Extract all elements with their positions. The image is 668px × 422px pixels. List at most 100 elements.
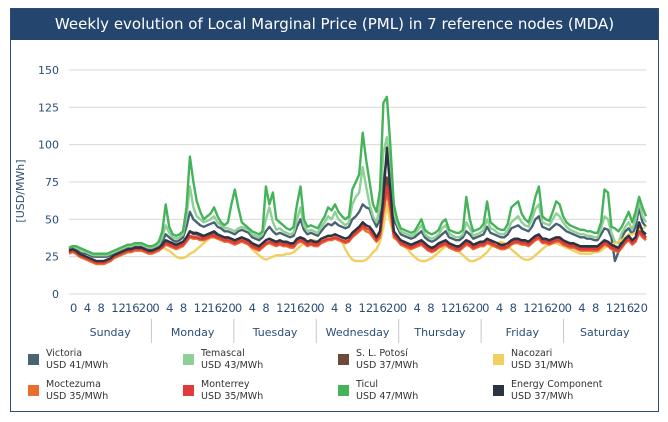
y-tick-label: 100 bbox=[38, 139, 59, 152]
x-hour-tick-label: 20 bbox=[468, 301, 483, 315]
legend-item[interactable]: Ticul USD 47/MWh bbox=[338, 379, 488, 405]
y-tick-label: 125 bbox=[38, 101, 59, 114]
series-lines bbox=[68, 95, 648, 266]
legend-item[interactable]: Temascal USD 43/MWh bbox=[183, 348, 333, 374]
chart-title: Weekly evolution of Local Marginal Price… bbox=[11, 9, 658, 40]
x-day-label: Saturday bbox=[580, 326, 630, 339]
x-hour-tick-label: 20 bbox=[551, 301, 566, 315]
legend-item[interactable]: Victoria USD 41/MWh bbox=[28, 348, 178, 374]
x-hour-tick-label: 4 bbox=[496, 301, 503, 315]
y-tick-label: 25 bbox=[45, 251, 59, 264]
x-day-label: Monday bbox=[171, 326, 215, 339]
chart-frame: Weekly evolution of Local Marginal Price… bbox=[10, 8, 659, 412]
x-hour-tick-label: 8 bbox=[345, 301, 352, 315]
x-hour-tick-label: 0 bbox=[400, 301, 407, 315]
x-hour-tick-label: 16 bbox=[537, 301, 552, 315]
legend-series-value: USD 37/MWh bbox=[511, 391, 574, 402]
legend-swatch bbox=[28, 385, 39, 396]
x-hour-tick-label: 4 bbox=[84, 301, 91, 315]
x-hour-tick-label: 16 bbox=[125, 301, 140, 315]
y-axis-ticks: 0 25 50 75 100 125 150 bbox=[38, 64, 59, 301]
legend-series-value: USD 37/MWh bbox=[356, 360, 419, 371]
x-hour-tick-label: 8 bbox=[427, 301, 434, 315]
legend-swatch bbox=[493, 385, 504, 396]
series-line-temascal bbox=[68, 135, 648, 257]
legend-series-value: USD 47/MWh bbox=[356, 391, 419, 402]
legend-series-value: USD 43/MWh bbox=[201, 360, 264, 371]
x-hour-tick-label: 16 bbox=[455, 301, 470, 315]
x-hour-tick-label: 8 bbox=[180, 301, 187, 315]
x-hour-tick-label: 0 bbox=[482, 301, 489, 315]
x-hour-tick-label: 12 bbox=[523, 301, 538, 315]
x-hour-tick-label: 8 bbox=[592, 301, 599, 315]
x-hour-tick-label: 16 bbox=[620, 301, 635, 315]
y-tick-label: 75 bbox=[45, 176, 59, 189]
x-hour-tick-label: 12 bbox=[194, 301, 209, 315]
y-tick-label: 150 bbox=[38, 64, 59, 77]
series-line-victoria bbox=[68, 155, 647, 263]
x-hour-tick-label: 16 bbox=[207, 301, 222, 315]
legend-series-name: Temascal bbox=[201, 348, 245, 359]
x-hour-tick-label: 8 bbox=[510, 301, 517, 315]
x-hour-tick-label: 12 bbox=[359, 301, 374, 315]
x-day-label: Friday bbox=[506, 326, 540, 339]
x-hour-tick-label: 0 bbox=[565, 301, 572, 315]
x-hour-tick-label: 20 bbox=[221, 301, 236, 315]
legend-series-name: Nacozari bbox=[511, 348, 553, 359]
x-hour-tick-label: 4 bbox=[166, 301, 173, 315]
legend-series-name: Moctezuma bbox=[46, 379, 101, 390]
x-hour-tick-label: 0 bbox=[235, 301, 242, 315]
legend-swatch bbox=[183, 354, 194, 365]
x-hour-tick-label: 4 bbox=[413, 301, 420, 315]
legend-series-name: Ticul bbox=[356, 379, 379, 390]
x-hour-tick-label: 20 bbox=[139, 301, 154, 315]
legend-series-name: S. L. Potosí bbox=[356, 348, 408, 359]
series-line-ticul bbox=[68, 95, 648, 255]
x-hour-tick-label: 20 bbox=[304, 301, 319, 315]
x-hour-tick-label: 0 bbox=[152, 301, 159, 315]
x-hour-tick-label: 12 bbox=[606, 301, 621, 315]
legend-item[interactable]: Monterrey USD 35/MWh bbox=[183, 379, 333, 405]
legend-swatch bbox=[493, 354, 504, 365]
grid bbox=[69, 69, 646, 295]
legend-series-name: Monterrey bbox=[201, 379, 250, 390]
x-hour-tick-label: 12 bbox=[441, 301, 456, 315]
series-line-energy-component bbox=[68, 146, 647, 263]
x-hour-tick-label: 8 bbox=[262, 301, 269, 315]
x-day-label: Thursday bbox=[413, 326, 466, 339]
legend-item[interactable]: Nacozari USD 31/MWh bbox=[493, 348, 643, 374]
series-line-monterrey bbox=[68, 185, 647, 264]
legend-swatch bbox=[183, 385, 194, 396]
x-hour-tick-label: 0 bbox=[70, 301, 77, 315]
legend-series-value: USD 35/MWh bbox=[46, 391, 109, 402]
x-hour-tick-label: 12 bbox=[276, 301, 291, 315]
legend-series-value: USD 31/MWh bbox=[511, 360, 574, 371]
legend-swatch bbox=[338, 354, 349, 365]
legend-item[interactable]: Energy Component USD 37/MWh bbox=[493, 379, 643, 405]
x-hour-tick-label: 20 bbox=[633, 301, 648, 315]
legend-item[interactable]: Moctezuma USD 35/MWh bbox=[28, 379, 178, 405]
x-hour-tick-label: 20 bbox=[386, 301, 401, 315]
x-hour-tick-label: 16 bbox=[372, 301, 387, 315]
legend-series-name: Energy Component bbox=[511, 379, 603, 390]
legend-item[interactable]: S. L. Potosí USD 37/MWh bbox=[338, 348, 488, 374]
y-tick-label: 0 bbox=[52, 288, 59, 301]
legend-series-name: Victoria bbox=[46, 348, 83, 359]
x-hour-tick-label: 4 bbox=[249, 301, 256, 315]
y-tick-label: 50 bbox=[45, 213, 59, 226]
legend: Victoria USD 41/MWh Temascal USD 43/MWh S. L… bbox=[28, 348, 648, 406]
y-axis-label: [USD/MWh] bbox=[14, 159, 27, 222]
legend-swatch bbox=[338, 385, 349, 396]
x-hour-tick-label: 4 bbox=[578, 301, 585, 315]
x-day-label: Wednesday bbox=[326, 326, 390, 339]
legend-series-value: USD 35/MWh bbox=[201, 391, 264, 402]
x-hour-tick-label: 4 bbox=[331, 301, 338, 315]
legend-series-value: USD 41/MWh bbox=[46, 360, 109, 371]
x-hour-tick-label: 16 bbox=[290, 301, 305, 315]
x-day-label: Sunday bbox=[90, 326, 132, 339]
x-day-label: Tuesday bbox=[252, 326, 298, 339]
legend-swatch bbox=[28, 354, 39, 365]
x-hour-tick-label: 8 bbox=[97, 301, 104, 315]
